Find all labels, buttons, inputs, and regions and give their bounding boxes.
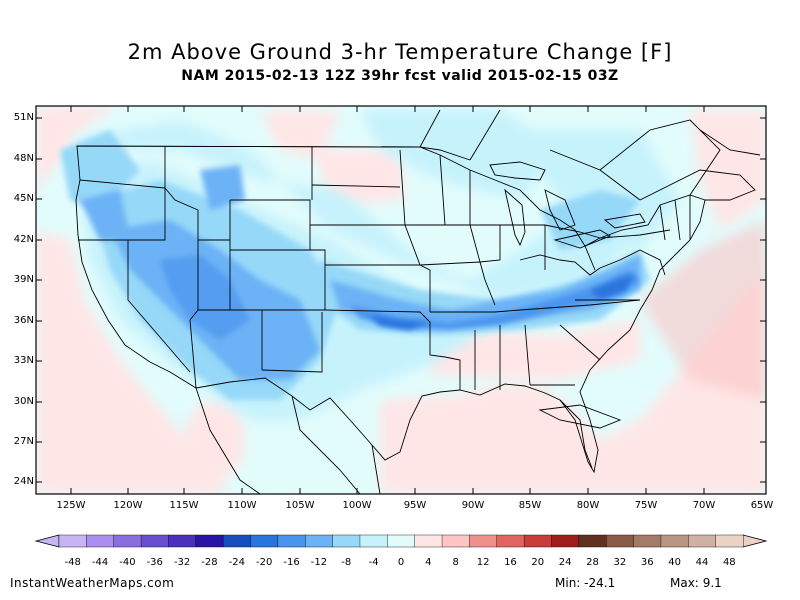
lat-label: 45N [13,193,34,204]
colorbar [34,534,768,548]
colorbar-swatch [168,534,197,548]
min-value: -24.1 [584,576,616,590]
min-readout: Min: -24.1 [555,576,615,590]
colorbar-swatch [332,534,361,548]
lat-label: 36N [13,315,34,326]
colorbar-swatch [633,534,662,548]
lon-label: 100W [342,500,372,511]
lon-label: 75W [634,500,658,511]
colorbar-tick-label: -36 [146,557,163,568]
colorbar-tick-label: 28 [586,557,599,568]
colorbar-swatch [305,534,334,548]
colorbar-swatch [195,534,224,548]
colorbar-tick-label: 12 [476,557,490,568]
lat-label: 42N [13,234,34,245]
colorbar-swatch [359,534,388,548]
colorbar-tick-label: -48 [64,557,81,568]
colorbar-tick-label: -40 [119,557,136,568]
lon-label: 90W [461,500,485,511]
colorbar-swatch [113,534,142,548]
colorbar-tick-label: -16 [283,557,300,568]
lon-label: 110W [227,500,257,511]
colorbar-min-arrow [34,534,60,548]
colorbar-tick-label: 16 [504,557,517,568]
colorbar-tick-label: -8 [341,557,352,568]
colorbar-tick-label: 40 [668,557,681,568]
colorbar-tick-label: -24 [228,557,245,568]
lon-label: 115W [169,500,199,511]
colorbar-tick-label: 44 [695,557,709,568]
lon-label: 125W [56,500,86,511]
colorbar-swatch [140,534,169,548]
colorbar-swatch [551,534,580,548]
site-credit: InstantWeatherMaps.com [10,576,175,590]
colorbar-swatch [86,534,115,548]
lon-label: 70W [692,500,716,511]
lon-label: 85W [518,500,542,511]
colorbar-swatch [715,534,744,548]
colorbar-swatch [387,534,416,548]
colorbar-swatch [496,534,525,548]
colorbar-tick-label: 48 [722,557,736,568]
colorbar-swatch [523,534,552,548]
lon-label: 105W [285,500,315,511]
lon-label: 65W [750,500,774,511]
colorbar-tick-label: -20 [256,557,273,568]
lat-label: 30N [13,396,34,407]
lon-label: 95W [403,500,427,511]
colorbar-tick-label: 36 [640,557,654,568]
colorbar-swatch [606,534,635,548]
colorbar-tick-label: -32 [173,557,191,568]
colorbar-swatch [578,534,607,548]
colorbar-tick-label: 4 [425,557,432,568]
colorbar-tick-label: 8 [452,557,459,568]
lat-label: 33N [13,355,34,366]
colorbar-swatch [441,534,470,548]
lat-label: 39N [13,274,34,285]
colorbar-swatch [58,534,87,548]
lat-label: 24N [13,476,34,487]
lon-label: 120W [113,500,143,511]
max-value: 9.1 [702,576,722,590]
colorbar-swatch [277,534,306,548]
colorbar-tick-label: -12 [310,557,328,568]
map-subtitle: NAM 2015-02-13 12Z 39hr fcst valid 2015-… [181,68,619,84]
colorbar-tick-label: -28 [201,557,218,568]
map-title: 2m Above Ground 3-hr Temperature Change … [127,40,673,64]
colorbar-swatch [414,534,443,548]
colorbar-swatch [250,534,279,548]
colorbar-swatch [688,534,717,548]
max-readout: Max: 9.1 [670,576,722,590]
lat-label: 27N [13,436,34,447]
colorbar-tick-label: 32 [613,557,627,568]
colorbar-swatch [660,534,689,548]
plot-border [35,105,767,495]
colorbar-max-arrow [742,534,768,548]
min-label: Min: [555,576,581,590]
lon-label: 80W [576,500,600,511]
colorbar-tick-label: -44 [91,557,109,568]
boundaries [75,109,761,494]
colorbar-tick-label: 20 [531,557,545,568]
lat-label: 48N [13,153,34,164]
lat-label: 51N [13,112,34,123]
max-label: Max: [670,576,699,590]
colorbar-tick-label: 24 [558,557,572,568]
colorbar-tick-label: -4 [368,557,379,568]
colorbar-swatch [469,534,498,548]
axis-ticks [36,106,766,494]
colorbar-swatch [222,534,252,548]
colorbar-tick-label: 0 [397,557,405,568]
